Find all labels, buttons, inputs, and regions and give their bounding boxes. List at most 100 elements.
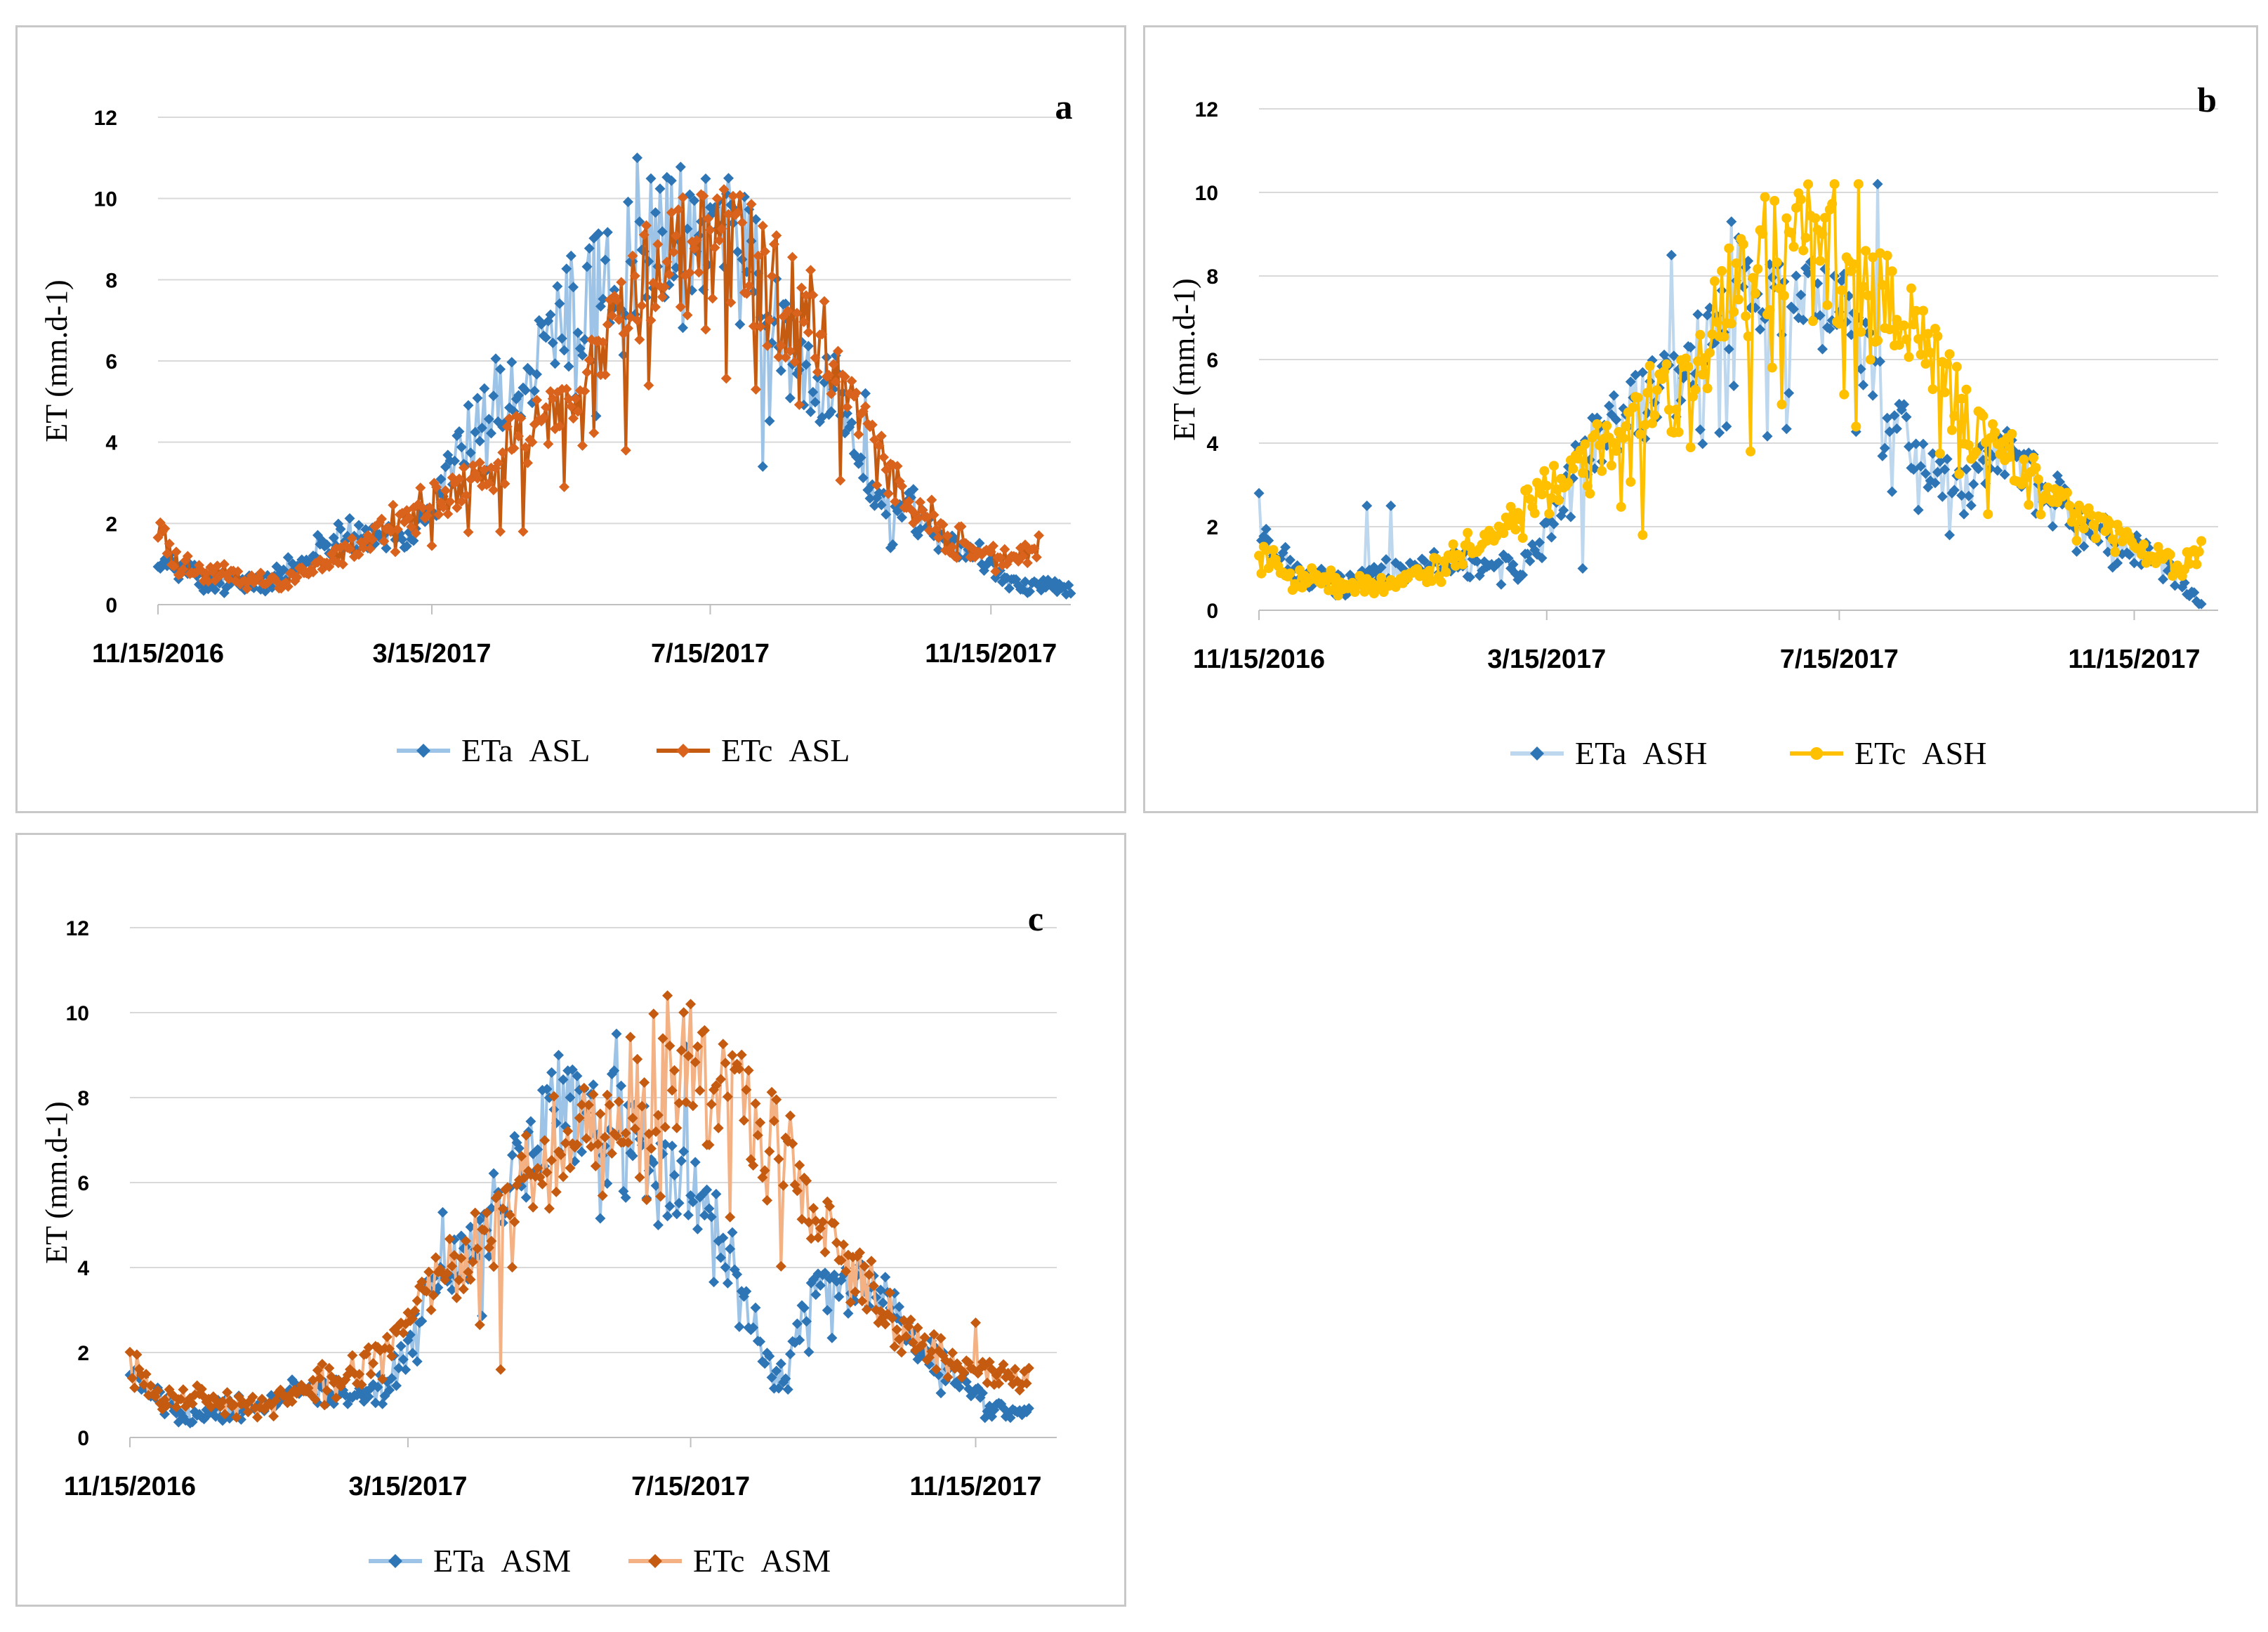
data-point [869,434,880,445]
data-point [1022,558,1033,569]
data-point [543,1092,555,1103]
data-point [675,1155,687,1166]
data-point [606,1148,617,1159]
data-point [324,561,335,572]
data-point [588,427,600,438]
data-point [944,1357,956,1368]
data-point [707,293,718,304]
data-point [662,990,673,1001]
data-point [1644,361,1655,371]
data-point [1812,278,1824,289]
data-point [415,482,426,494]
data-point [378,536,390,547]
data-point [720,373,732,384]
data-point [791,1318,803,1329]
data-point [2196,536,2207,546]
data-point [652,1110,664,1121]
data-point [2064,501,2075,511]
data-point [810,1289,822,1301]
data-point [791,308,803,319]
data-point [1512,574,1524,585]
data-point [555,1150,567,1160]
data-point [495,526,506,537]
data-point [994,552,1006,563]
legend-label: ETc ASL [721,732,850,768]
data-point [1882,251,1892,261]
data-point [1856,327,1866,337]
data-point [775,1261,786,1272]
data-point [454,1275,465,1286]
data-point [782,1384,793,1395]
data-point [1879,442,1890,454]
data-point [231,1411,242,1423]
data-point [126,1373,138,1383]
data-point [720,1262,731,1273]
data-point [1937,491,1948,502]
data-point [915,496,925,508]
data-point [581,1133,592,1144]
data-point [565,250,576,261]
data-point [1611,414,1622,426]
legend-label: ETc ASH [1854,735,1986,771]
data-point [1836,285,1847,296]
data-point [780,1132,791,1143]
data-point [600,369,611,381]
data-point [755,1117,766,1128]
data-point [888,539,898,550]
data-point [819,1246,831,1258]
data-point [716,1252,726,1263]
data-point [713,1122,724,1133]
data-point [880,1272,891,1283]
data-point [675,1045,687,1056]
x-tick-label: 11/15/2017 [909,1472,1041,1501]
data-point [989,1404,1000,1416]
data-point [641,220,652,231]
data-point [1939,387,1950,397]
data-point [354,1369,365,1380]
legend-entry-eta: ETa ASL [397,732,590,768]
data-point [1913,334,1924,344]
data-point [1692,309,1703,320]
data-point [692,1041,703,1052]
data-point [497,1203,508,1214]
data-point [611,1028,622,1039]
y-tick-label: 0 [105,594,117,617]
data-point [706,1099,717,1110]
y-tick-label: 0 [77,1427,89,1450]
data-point [751,213,761,225]
data-point [397,1354,409,1365]
legend-entry-eta: ETa ASH [1510,735,1707,771]
data-point [1031,552,1042,562]
data-point [2191,559,2202,570]
data-point [532,369,542,380]
data-point [1683,362,1694,372]
data-point [1951,362,1962,372]
data-point [516,1180,527,1192]
data-point [1901,334,1911,345]
data-point [801,1316,812,1327]
data-point [800,290,812,301]
data-point [675,162,686,173]
data-point [778,1180,789,1191]
data-point [1784,388,1795,399]
data-point [1911,305,1921,316]
data-point [828,359,839,370]
data-point [1746,446,1756,456]
data-point [787,1138,798,1150]
data-point [808,1203,819,1213]
data-point [999,544,1010,555]
data-point [675,301,686,312]
data-point [1517,533,1528,543]
data-point [750,1098,761,1109]
data-point [1731,258,1741,268]
data-point [1024,586,1035,597]
data-point [527,437,538,448]
data-point [1029,543,1040,554]
data-point [554,298,565,309]
data-point [2071,546,2082,557]
data-point [616,1080,627,1091]
data-point [1717,265,1727,276]
data-point [2189,587,2200,598]
data-point [924,525,935,536]
data-point [559,345,569,356]
